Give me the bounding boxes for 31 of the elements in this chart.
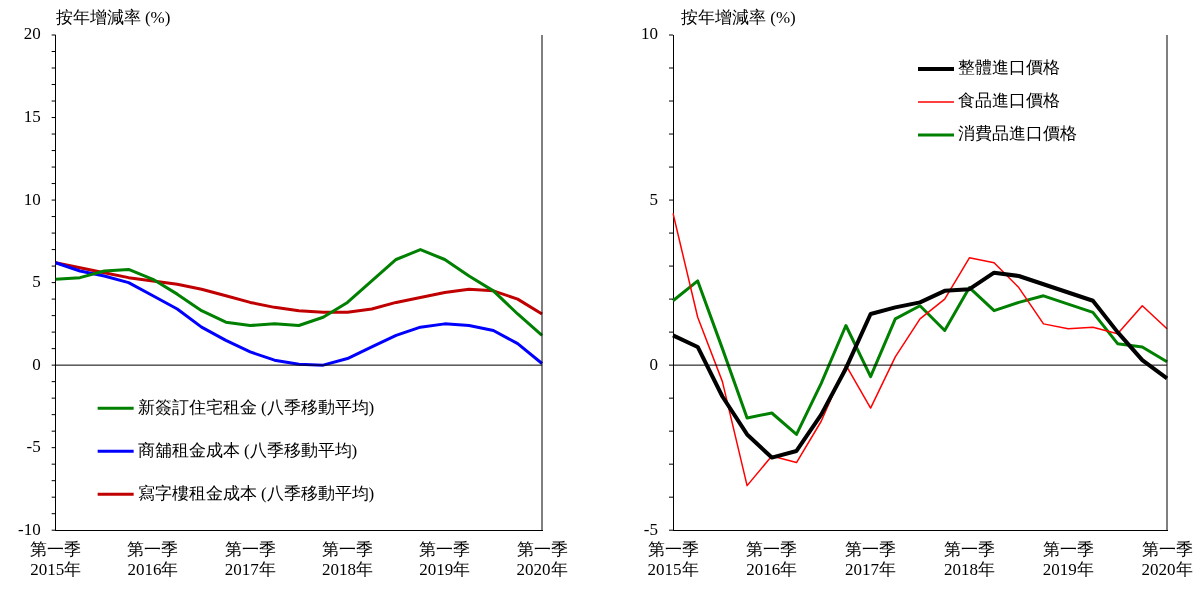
y-tick-label: 10 [641, 24, 658, 44]
x-tick-label: 第一季 2019年 [419, 539, 471, 580]
x-tick-label: 第一季 2020年 [1141, 539, 1193, 580]
y-tick-label: -5 [26, 437, 41, 457]
x-tick-label: 第一季 2015年 [647, 539, 699, 580]
y-tick-label: 5 [649, 189, 658, 209]
y-tick-label: 15 [23, 107, 41, 126]
x-tick-label: 第一季 2016年 [746, 539, 798, 580]
y-axis-title: 按年增減率 (%) [55, 7, 171, 27]
x-tick-label: 第一季 2020年 [516, 539, 568, 580]
legend-label: 商舖租金成本 (八季移動平均) [137, 440, 358, 460]
legend-label: 消費品進口價格 [958, 124, 1077, 144]
legend-label: 食品進口價格 [958, 91, 1060, 111]
legend-label: 寫字樓租金成本 (八季移動平均) [137, 483, 375, 503]
x-tick-label: 第一季 2017年 [224, 539, 276, 580]
x-tick-label: 第一季 2015年 [30, 539, 82, 580]
x-tick-label: 第一季 2019年 [1042, 539, 1094, 580]
y-tick-label: 0 [32, 354, 41, 374]
y-tick-label: 20 [23, 24, 41, 44]
y-tick-label: 5 [32, 272, 41, 292]
y-axis-title: 按年增減率 (%) [681, 7, 796, 27]
x-tick-label: 第一季 2018年 [943, 539, 995, 580]
x-tick-label: 第一季 2017年 [845, 539, 897, 580]
legend-label: 整體進口價格 [958, 58, 1060, 78]
y-tick-label: 0 [649, 354, 658, 374]
legend-label: 新簽訂住宅租金 (八季移動平均) [137, 397, 375, 417]
y-tick-label: -10 [17, 519, 41, 539]
x-tick-label: 第一季 2018年 [321, 539, 373, 580]
x-tick-label: 第一季 2016年 [127, 539, 179, 580]
y-tick-label: -5 [643, 519, 658, 539]
y-tick-label: 10 [23, 189, 41, 209]
